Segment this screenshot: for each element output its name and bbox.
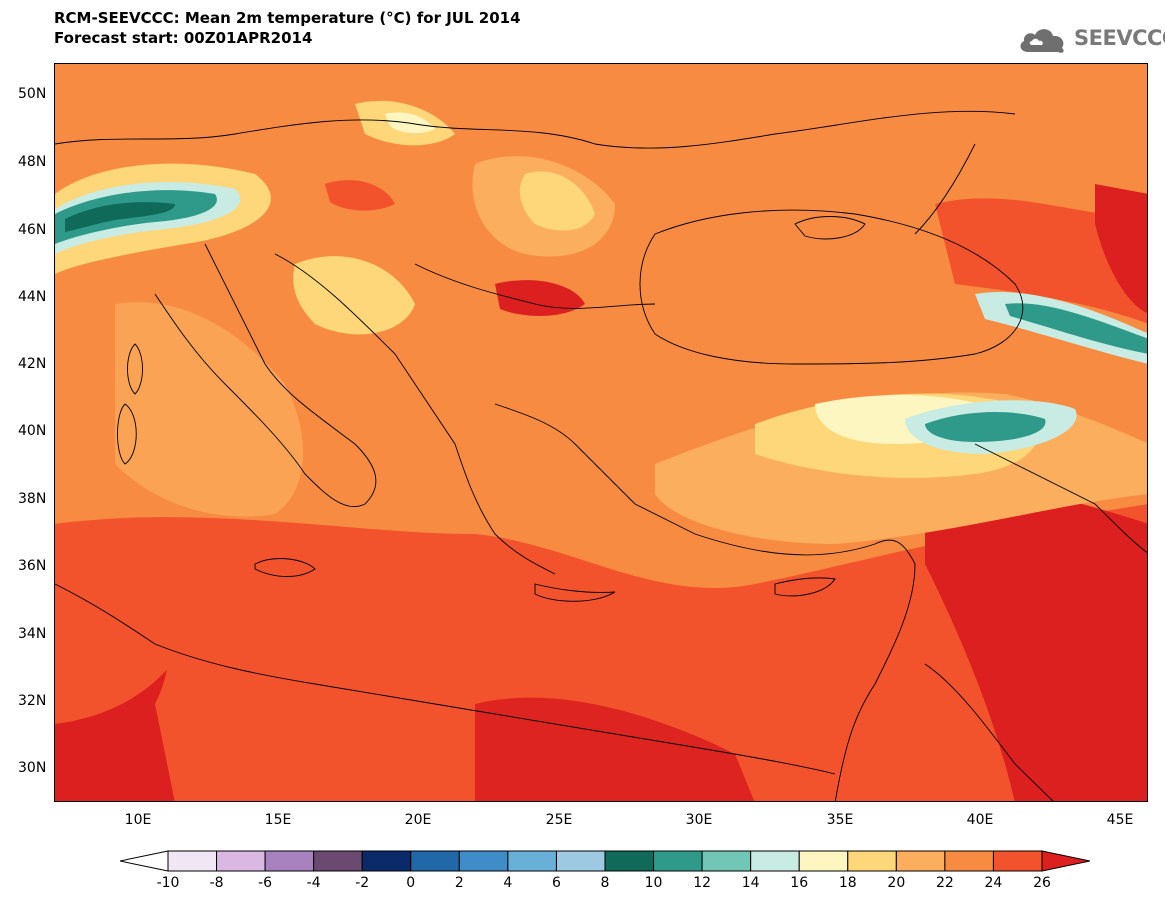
colorbar-tick-label: 0 [406,875,416,891]
colorbar-swatch [216,850,266,872]
colorbar-swatch [458,850,509,872]
lat-label-48N: 48N [18,154,47,170]
lon-label-40E: 40E [966,812,994,828]
colorbar-swatch [847,850,897,872]
lat-label-34N: 34N [18,626,47,642]
lon-label-20E: 20E [404,812,432,828]
map-title: RCM-SEEVCCC: Mean 2m temperature (°C) fo… [54,8,521,48]
colorbar-swatch [895,850,946,872]
lat-label-40N: 40N [18,423,47,439]
colorbar-swatch [798,850,849,872]
colorbar-swatch [701,850,752,872]
title-line-1: RCM-SEEVCCC: Mean 2m temperature (°C) fo… [54,9,521,27]
colorbar-tick-label: 6 [551,875,561,891]
coastlines [55,110,1147,801]
colorbar-tick-label: -10 [156,875,180,891]
lon-label-15E: 15E [264,812,292,828]
colorbar-swatch [313,850,363,872]
seevccc-logo: SEEVCCC [1016,20,1165,60]
colorbar-tick-label: 18 [838,875,857,891]
colorbar-swatch [264,850,315,872]
lat-label-38N: 38N [18,491,47,507]
colorbar-swatch [167,850,218,872]
colorbar-tick-label: -2 [355,875,370,891]
lon-label-45E: 45E [1106,812,1134,828]
lat-label-50N: 50N [18,86,47,102]
colorbar-tick-label: 20 [887,875,906,891]
colorbar-tick-label: 8 [600,875,610,891]
lat-label-46N: 46N [18,222,47,238]
colorbar-tick-label: -8 [209,875,224,891]
lat-label-44N: 44N [18,289,47,305]
colorbar-tick-label: -4 [306,875,321,891]
lat-label-32N: 32N [18,693,47,709]
colorbar-swatch [750,850,800,872]
lat-label-36N: 36N [18,558,47,574]
colorbar-swatch [944,850,994,872]
lon-label-30E: 30E [685,812,713,828]
colorbar-max-triangle [1041,850,1090,872]
colorbar-swatch [604,850,655,872]
lon-label-10E: 10E [124,812,152,828]
colorbar-min-triangle [120,850,169,872]
colorbar-tick-label: 16 [790,875,809,891]
colorbar-tick-label: 24 [984,875,1003,891]
colorbar-tick-label: 26 [1033,875,1051,891]
logo-text: SEEVCCC [1074,26,1165,50]
colorbar-tick-label: 12 [693,875,712,891]
temperature-map [54,63,1148,802]
colorbar-tick-label: 2 [454,875,464,891]
colorbar-tick-label: 4 [503,875,513,891]
lon-label-35E: 35E [826,812,854,828]
lat-label-30N: 30N [18,760,47,776]
colorbar-tick-label: -6 [258,875,273,891]
lon-label-25E: 25E [545,812,573,828]
colorbar-swatch [410,850,460,872]
colorbar-tick-label: 10 [644,875,663,891]
temperature-field [55,64,1147,801]
colorbar-swatch [992,850,1043,872]
colorbar-tick-label: 14 [741,875,760,891]
colorbar-swatch [507,850,557,872]
lat-label-42N: 42N [18,356,47,372]
colorbar [120,850,1090,872]
colorbar-swatch [653,850,703,872]
colorbar-swatch [555,850,606,872]
cloud-icon [1020,29,1064,53]
colorbar-swatch [361,850,412,872]
title-line-2: Forecast start: 00Z01APR2014 [54,29,313,47]
colorbar-tick-label: 22 [935,875,954,891]
